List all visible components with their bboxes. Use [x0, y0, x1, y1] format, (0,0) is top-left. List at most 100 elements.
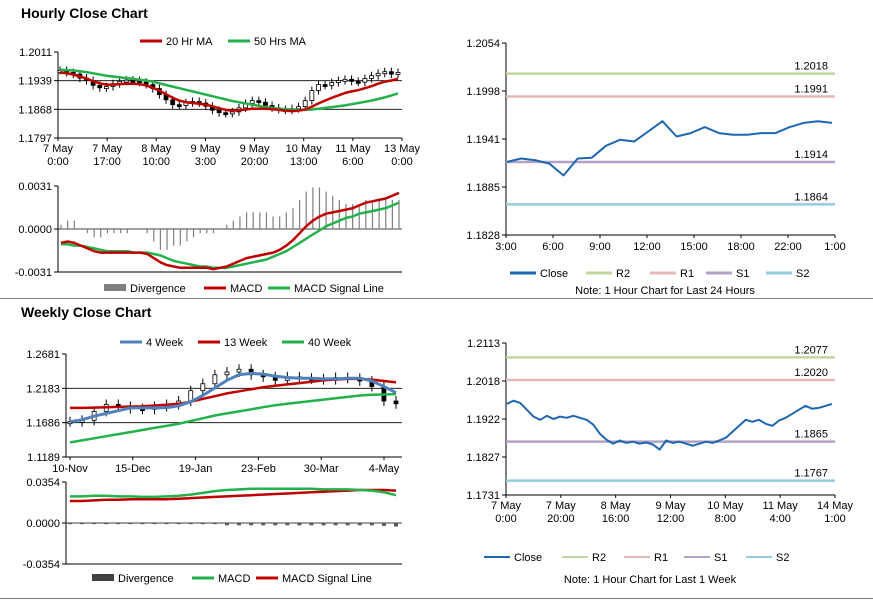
- wm-divergence-bar: [165, 523, 169, 524]
- wm-divergence-bar: [358, 523, 362, 525]
- wm-legend-swatch: [92, 574, 114, 581]
- wv-xtick-day: 7 May: [491, 500, 521, 512]
- wm-divergence-bar: [104, 523, 108, 524]
- hm-ytick-label: 0.0031: [18, 181, 52, 193]
- wv-xtick-time: 12:00: [657, 513, 685, 525]
- wv-xtick-time: 20:00: [547, 513, 575, 525]
- hp-candle-body: [363, 79, 367, 83]
- wp-legend-label: 4 Week: [146, 337, 184, 349]
- wm-divergence-bar: [237, 523, 241, 525]
- hv-note: Note: 1 Hour Chart for Last 24 Hours: [575, 285, 755, 297]
- wm-divergence-bar: [177, 523, 181, 524]
- wv-ytick-label: 1.2113: [467, 338, 500, 350]
- wp-candle-body: [225, 372, 229, 375]
- hv-legend-label: S1: [736, 268, 749, 280]
- hp-xtick-time: 17:00: [93, 156, 121, 168]
- wm-divergence-bar: [92, 523, 96, 524]
- weekly-price-chart: 4 Week 13 Week 40 Week 1.2681 1.2183 1.1686 1.…: [0, 330, 430, 475]
- wp-xtick-label: 15-Dec: [115, 463, 151, 475]
- hp-candle-body: [336, 81, 340, 83]
- hp-ytick-label: 1.2011: [19, 47, 52, 59]
- wm-divergence-bar: [334, 523, 338, 525]
- hp-candle-body: [124, 80, 128, 82]
- wm-legend-label: MACD: [218, 573, 250, 585]
- wm-legend-label: MACD Signal Line: [282, 573, 372, 585]
- wp-candle-body: [237, 369, 241, 372]
- hp-legend-label: 50 Hrs MA: [254, 36, 307, 48]
- hp-candle-body: [217, 110, 221, 112]
- hp-candle-body: [303, 101, 307, 107]
- hp-candle-body: [177, 105, 181, 107]
- wv-xtick-time: 8:00: [715, 513, 736, 525]
- wv-xtick-day: 10 May: [707, 500, 744, 512]
- hv-legend-label: R2: [616, 268, 630, 280]
- hp-xtick-day: 9 May: [240, 143, 270, 155]
- wp-candle-body: [201, 384, 205, 391]
- wv-note: Note: 1 Hour Chart for Last 1 Week: [564, 574, 737, 586]
- hv-xtick-label: 6:00: [542, 241, 563, 253]
- wv-xtick-time: 4:00: [769, 513, 790, 525]
- hp-candle-body: [376, 73, 380, 75]
- hp-xtick-day: 9 May: [190, 143, 220, 155]
- wm-divergence-bar: [322, 523, 326, 525]
- wv-legend-label: S1: [714, 552, 727, 564]
- hv-legend-label: S2: [796, 268, 809, 280]
- hp-xtick-time: 13:00: [290, 156, 318, 168]
- hourly-macd-chart: 0.00310.0000-0.0031Divergence MACD MACD Si…: [0, 180, 430, 298]
- wv-s2-label: 1.1767: [794, 468, 828, 480]
- hm-legend-label: Divergence: [130, 283, 186, 295]
- wp-ytick-label: 1.2183: [26, 383, 60, 395]
- hv-s1-label: 1.1914: [794, 149, 828, 161]
- wm-legend-label: Divergence: [118, 573, 174, 585]
- hp-candle-body: [171, 100, 175, 105]
- hm-legend-label: MACD Signal Line: [294, 283, 384, 295]
- wm-divergence-bar: [140, 523, 144, 524]
- hourly-pivot-chart: 1.20541.19981.19411.18851.18281.20181.19…: [440, 28, 873, 300]
- weekly-pivot-chart: 1.2113 1.2018 1.1922 1.1827 1.1731 1.2077 1.20…: [440, 330, 873, 595]
- hp-ma50-line: [60, 70, 398, 110]
- hp-candle-body: [224, 113, 228, 115]
- hp-candle-body: [396, 72, 400, 74]
- hv-s2-label: 1.1864: [794, 191, 828, 203]
- hp-xtick-time: 0:00: [391, 156, 412, 168]
- wm-divergence-bar: [273, 523, 277, 525]
- wp-40w-line: [70, 394, 396, 442]
- hp-candle-body: [369, 76, 373, 79]
- wv-r2-label: 1.2077: [794, 344, 828, 356]
- wm-divergence-bar: [285, 523, 289, 525]
- hp-candle-body: [131, 80, 135, 82]
- hm-legend-swatch: [104, 284, 126, 291]
- hp-xtick-time: 0:00: [47, 156, 68, 168]
- wv-legend-label: S2: [776, 552, 789, 564]
- wp-xtick-label: 19-Jan: [179, 463, 213, 475]
- wv-xtick-day: 8 May: [601, 500, 631, 512]
- wm-divergence-bar: [370, 523, 374, 525]
- hp-legend-label: 20 Hr MA: [166, 36, 213, 48]
- wp-candle-body: [213, 375, 217, 384]
- wm-divergence-bar: [128, 523, 132, 524]
- hp-xtick-time: 20:00: [241, 156, 269, 168]
- hv-r2-label: 1.2018: [794, 61, 828, 73]
- wv-legend-label: Close: [514, 552, 542, 564]
- hp-xtick-day: 13 May: [384, 143, 421, 155]
- wp-legend-label: 13 Week: [224, 337, 268, 349]
- hv-xtick-label: 3:00: [495, 241, 516, 253]
- wv-xtick-day: 14 May: [817, 500, 854, 512]
- wv-r1-label: 1.2020: [794, 367, 828, 379]
- hp-xtick-day: 8 May: [141, 143, 171, 155]
- hv-xtick-label: 18:00: [727, 241, 755, 253]
- hp-candle-body: [297, 107, 301, 109]
- wm-divergence-bar: [394, 523, 398, 526]
- wm-divergence-bar: [297, 523, 301, 525]
- hp-xtick-day: 11 May: [335, 143, 371, 155]
- hp-xtick-day: 7 May: [43, 143, 73, 155]
- wp-xtick-label: 10-Nov: [52, 463, 88, 475]
- wm-divergence-bar: [261, 523, 265, 525]
- hp-xtick-time: 6:00: [342, 156, 363, 168]
- hp-candle-body: [389, 72, 393, 74]
- hv-close-line: [507, 121, 832, 175]
- hv-ytick-label: 1.1998: [466, 86, 500, 98]
- hv-ytick-label: 1.2054: [466, 38, 500, 50]
- wv-legend-label: R2: [592, 552, 606, 564]
- wp-xtick-label: 30-Mar: [304, 463, 339, 475]
